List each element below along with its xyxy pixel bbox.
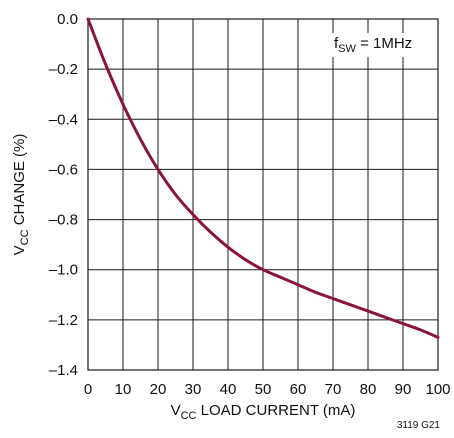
x-axis-label-main: V — [171, 402, 181, 419]
y-axis-label-sub: CC — [19, 229, 31, 245]
x-axis-label-sub: CC — [181, 410, 197, 422]
plot-frame — [87, 18, 439, 371]
frequency-annotation: fSW = 1MHz — [334, 35, 412, 55]
x-tick-label-4: 40 — [220, 381, 237, 398]
figure-id: 3119 G21 — [397, 420, 441, 431]
y-tick-label-7: –1.4 — [49, 362, 78, 379]
y-tick-label-5: –1.0 — [49, 262, 78, 279]
x-axis-label: VCC LOAD CURRENT (mA) — [171, 402, 356, 422]
x-tick-label-10: 100 — [425, 381, 450, 398]
x-tick-label-2: 20 — [150, 381, 167, 398]
x-tick-label-8: 80 — [360, 381, 377, 398]
y-tick-label-0: 0.0 — [57, 11, 78, 28]
x-tick-label-9: 90 — [395, 381, 412, 398]
y-tick-label-6: –1.2 — [49, 312, 78, 329]
annotation-main: f — [334, 35, 339, 52]
y-tick-label-2: –0.4 — [49, 111, 78, 128]
y-axis-label-rest: CHANGE (%) — [11, 134, 28, 230]
annotation-background — [330, 33, 417, 57]
x-axis-label-rest: LOAD CURRENT (mA) — [197, 402, 356, 419]
y-axis-label-main: V — [11, 245, 28, 255]
x-tick-label-6: 60 — [290, 381, 307, 398]
x-tick-label-7: 70 — [325, 381, 342, 398]
x-tick-label-3: 30 — [185, 381, 202, 398]
x-tick-label-1: 10 — [115, 381, 132, 398]
x-tick-label-0: 0 — [84, 381, 92, 398]
annotation-rest: = 1MHz — [356, 35, 412, 52]
x-tick-labels: 0 10 20 30 40 50 60 70 80 90 100 — [84, 381, 451, 398]
x-tick-label-5: 50 — [255, 381, 272, 398]
y-axis-label: VCC CHANGE (%) — [11, 134, 31, 256]
y-tick-label-4: –0.8 — [49, 212, 78, 229]
y-tick-label-3: –0.6 — [49, 161, 78, 178]
y-tick-label-1: –0.2 — [49, 61, 78, 78]
annotation-sub: SW — [338, 43, 356, 55]
y-tick-labels: 0.0 –0.2 –0.4 –0.6 –0.8 –1.0 –1.2 –1.4 — [49, 11, 78, 379]
series-line — [86, 17, 440, 339]
